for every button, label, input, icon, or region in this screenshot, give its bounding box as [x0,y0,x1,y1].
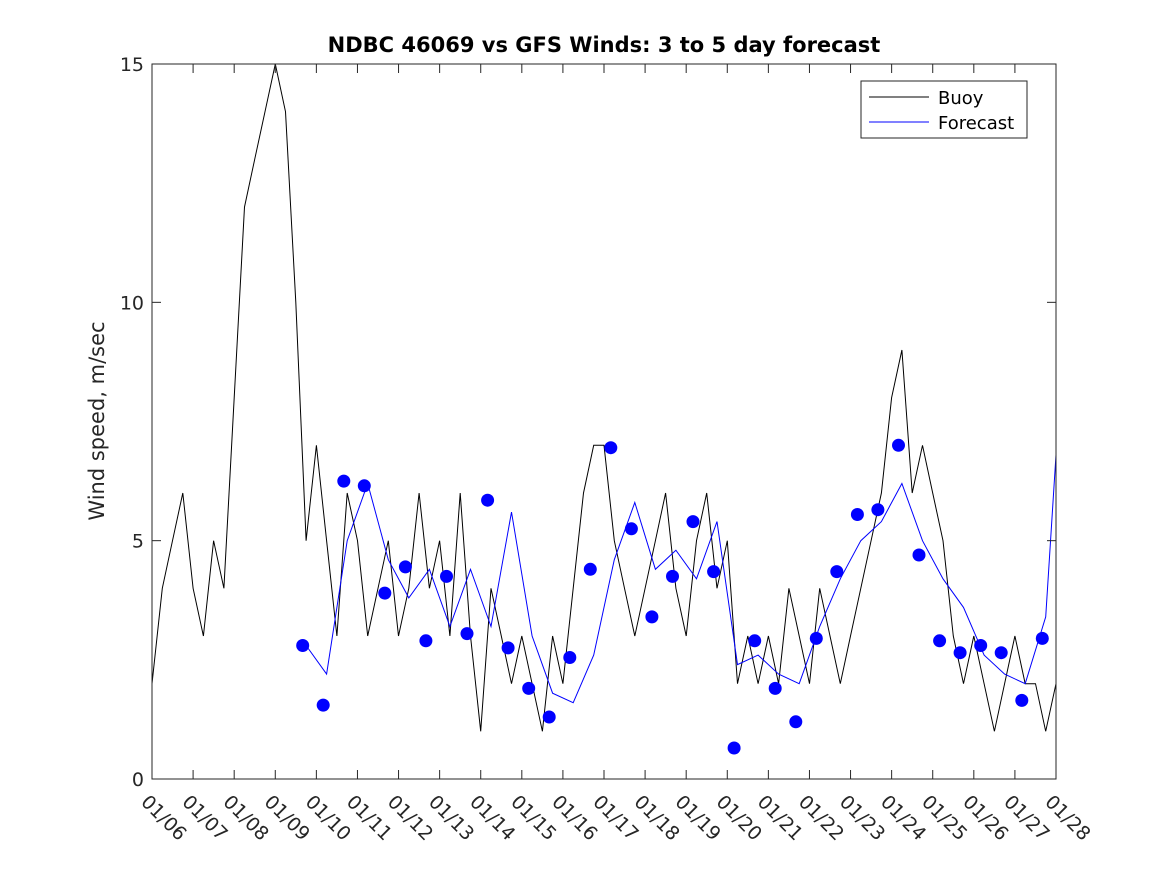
x-tick-label: 01/10 [301,791,355,845]
x-tick-label: 01/25 [917,791,971,845]
x-tick-label: 01/18 [630,791,684,845]
forecast-point [1015,693,1029,707]
forecast-point [994,646,1008,660]
forecast-point [912,548,926,562]
y-tick-label: 10 [120,292,144,314]
forecast-point [707,565,721,579]
forecast-point [645,610,659,624]
forecast-point [1035,631,1049,645]
y-axis-label: Wind speed, m/sec [85,321,109,520]
x-tick-label: 01/09 [260,791,314,845]
forecast-point [398,560,412,574]
forecast-point [850,508,864,521]
x-tick-label: 01/24 [876,791,930,845]
forecast-point [768,681,782,695]
x-tick-label: 01/13 [424,791,478,845]
x-tick-label: 01/27 [999,791,1053,845]
x-tick-label: 01/11 [342,791,396,845]
x-tick-label: 01/14 [465,791,519,845]
forecast-point [501,641,515,655]
x-tick-label: 01/20 [712,791,766,845]
forecast-point [727,741,741,755]
legend: Buoy Forecast [860,80,1028,139]
forecast-point [522,681,536,695]
x-tick-label: 01/19 [671,791,725,845]
x-tick-label: 01/22 [794,791,848,845]
x-tick-label: 01/16 [547,791,601,845]
legend-box [860,80,1028,139]
x-tick-label: 01/23 [835,791,889,845]
forecast-point [974,639,988,652]
y-tick-label: 15 [120,54,144,76]
forecast-point [357,479,371,493]
forecast-point [378,586,392,600]
forecast-point [830,565,844,579]
chart-title: NDBC 46069 vs GFS Winds: 3 to 5 day fore… [328,33,881,57]
forecast-series [305,454,1057,704]
forecast-point [604,441,618,455]
forecast-point [337,474,351,488]
x-tick-label: 01/21 [753,791,807,845]
x-tick-label: 01/28 [1040,791,1094,845]
forecast-point [316,698,330,712]
forecast-point [933,634,947,648]
forecast-point [666,569,679,583]
legend-buoy-label: Buoy [938,88,984,109]
forecast-point [481,493,495,507]
forecast-markers [296,438,1049,755]
x-tick-label: 01/07 [178,791,232,845]
forecast-point [296,639,310,652]
forecast-point [686,515,700,529]
y-axis-ticks: 0 5 10 15 [120,54,1056,791]
forecast-point [809,631,823,645]
legend-forecast-label: Forecast [938,113,1014,134]
forecast-point [624,522,638,536]
x-tick-label: 01/12 [383,791,437,845]
forecast-line [305,454,1057,704]
forecast-point [419,634,433,648]
forecast-point [542,710,556,724]
forecast-point [583,562,597,576]
forecast-point [871,503,885,517]
x-tick-label: 01/17 [588,791,642,845]
y-tick-label: 5 [132,531,144,553]
plot-area [152,64,1056,779]
x-tick-label: 01/26 [958,791,1012,845]
forecast-point [440,569,453,583]
x-tick-label: 01/08 [219,791,273,845]
forecast-point [892,438,905,452]
forecast-point [748,634,762,648]
forecast-point [953,646,967,660]
buoy-line [151,63,1057,732]
forecast-point [460,627,474,641]
forecast-point [563,651,577,664]
x-tick-label: 01/15 [506,791,560,845]
x-tick-label: 01/06 [136,791,190,845]
y-tick-label: 0 [132,769,144,791]
forecast-point [789,715,803,729]
buoy-series [151,63,1057,732]
